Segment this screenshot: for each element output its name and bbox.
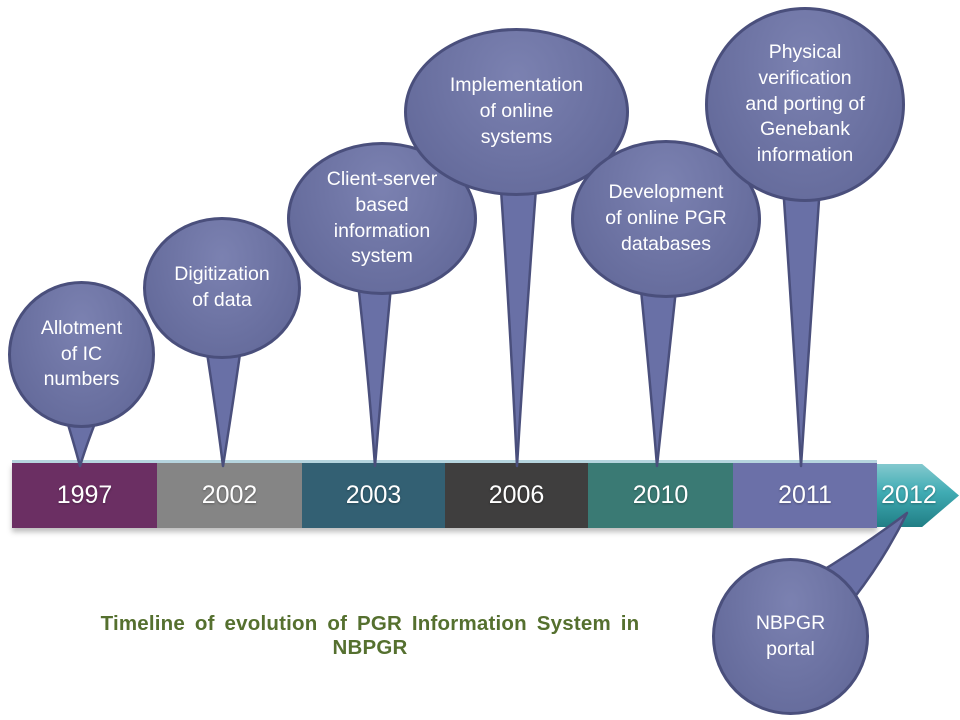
callout-nbpgr-portal: NBPGR portal: [712, 558, 869, 715]
callout-text-line: Development: [608, 181, 724, 204]
timeline-segment-2011: 2011: [733, 463, 877, 528]
callout-text-line: of online: [479, 100, 554, 123]
callout-text-line: Client-server: [326, 168, 438, 191]
timeline-segment-2010: 2010: [588, 463, 733, 528]
year-label: 1997: [56, 481, 113, 509]
callout-text-line: information: [333, 219, 431, 242]
year-label: 2006: [488, 481, 545, 509]
callout-text-line: Digitization: [174, 263, 270, 286]
callout-text-line: numbers: [43, 368, 120, 391]
callout-text-line: and porting of: [745, 92, 865, 115]
year-label: 2011: [778, 481, 832, 509]
callout-text-line: verification: [758, 66, 852, 89]
timeline-bar: 1997 2002 2003 2006 2010 2011: [12, 463, 877, 528]
callout-text-line: of IC: [60, 342, 103, 365]
year-label: 2012: [881, 481, 937, 509]
callout-client-server-system: Client-server based information system: [287, 142, 477, 295]
callout-physical-verification-genebank: Physical verification and porting of Gen…: [705, 7, 905, 202]
callout-tail-2003: [354, 263, 395, 468]
callout-tail-2006: [498, 173, 539, 468]
callout-text-line: Implementation: [449, 74, 584, 97]
callout-text-line: system: [351, 245, 413, 268]
year-label: 2010: [632, 481, 689, 509]
timeline-segment-1997: 1997: [12, 463, 157, 528]
slide-title: Timeline of evolution of PGR Information…: [100, 612, 640, 659]
timeline-segment-2003: 2003: [302, 463, 445, 528]
callout-text-line: NBPGR: [755, 611, 826, 634]
callout-digitization-of-data: Digitization of data: [143, 217, 301, 359]
timeline-segment-2002: 2002: [157, 463, 302, 528]
callout-allotment-ic-numbers: Allotment of IC numbers: [8, 281, 155, 428]
timeline-bar-top-highlight: [12, 460, 877, 463]
year-label: 2003: [345, 481, 402, 509]
callout-tail-2011: [781, 183, 822, 468]
callout-text-line: portal: [766, 637, 815, 660]
callout-text-line: systems: [480, 125, 553, 148]
callout-text-line: based: [355, 193, 409, 216]
callout-text-line: information: [756, 144, 854, 167]
callout-text-line: of online PGR: [605, 207, 727, 230]
timeline-segment-2006: 2006: [445, 463, 588, 528]
callout-text-line: of data: [192, 289, 252, 311]
callout-text-line: Genebank: [760, 118, 850, 141]
year-label: 2002: [201, 481, 258, 509]
callout-tail-2002: [203, 338, 244, 468]
callout-tail-2010: [638, 278, 679, 468]
callout-text-line: Allotment: [40, 316, 123, 339]
callout-text-line: Physical: [768, 41, 842, 64]
callout-text-line: databases: [621, 232, 711, 255]
